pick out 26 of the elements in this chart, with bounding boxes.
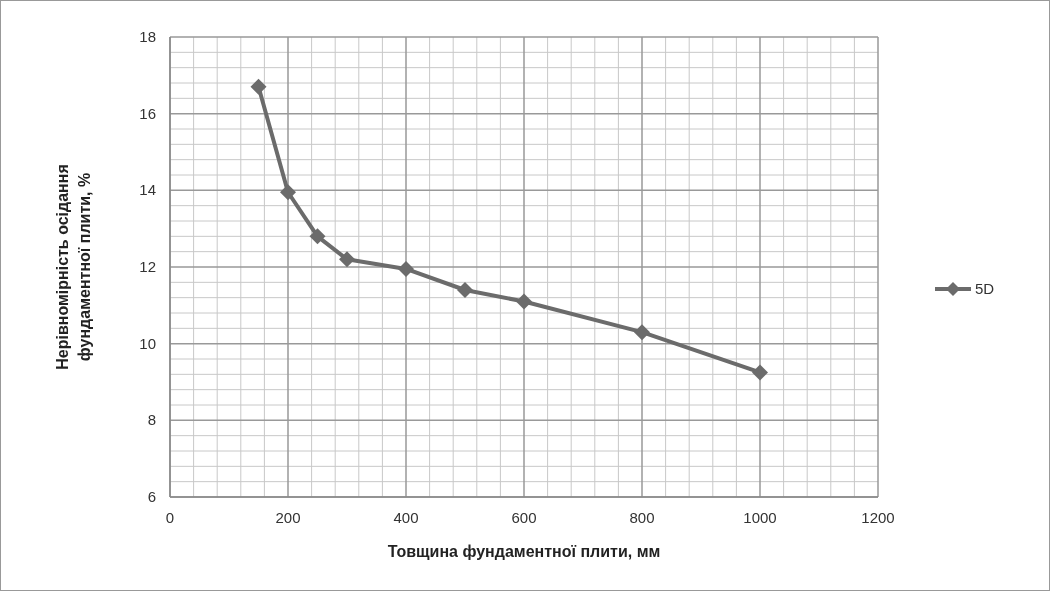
x-tick-label: 0 <box>165 509 175 526</box>
y-tick-label: 6 <box>147 488 156 505</box>
x-tick-label: 1000 <box>743 509 777 526</box>
point <box>516 293 532 310</box>
point <box>309 228 326 245</box>
point <box>339 251 355 268</box>
legend-label: 5D <box>975 280 995 297</box>
point <box>752 364 768 381</box>
x-tick-label: 600 <box>511 509 537 526</box>
point <box>457 282 473 298</box>
y-tick-label: 16 <box>139 104 156 122</box>
point <box>398 260 414 277</box>
x-tick-label: 800 <box>629 509 655 526</box>
y-tick-label: 14 <box>139 181 156 199</box>
y-tick-label: 12 <box>139 258 156 275</box>
x-axis-title: Товщина фундаментної плити, мм <box>387 543 661 560</box>
x-tick-label: 200 <box>275 509 301 526</box>
point <box>250 78 267 95</box>
x-tick-label: 1200 <box>861 509 895 526</box>
x-tick-label: 400 <box>393 509 419 526</box>
y-axis-title: Нерівномірність осідання фундаментної плити, % <box>54 164 93 370</box>
point <box>280 184 296 201</box>
y-tick-label: 8 <box>147 411 156 429</box>
y-tick-label: 18 <box>139 28 156 45</box>
point <box>634 324 650 341</box>
y-tick-label: 10 <box>139 334 156 352</box>
